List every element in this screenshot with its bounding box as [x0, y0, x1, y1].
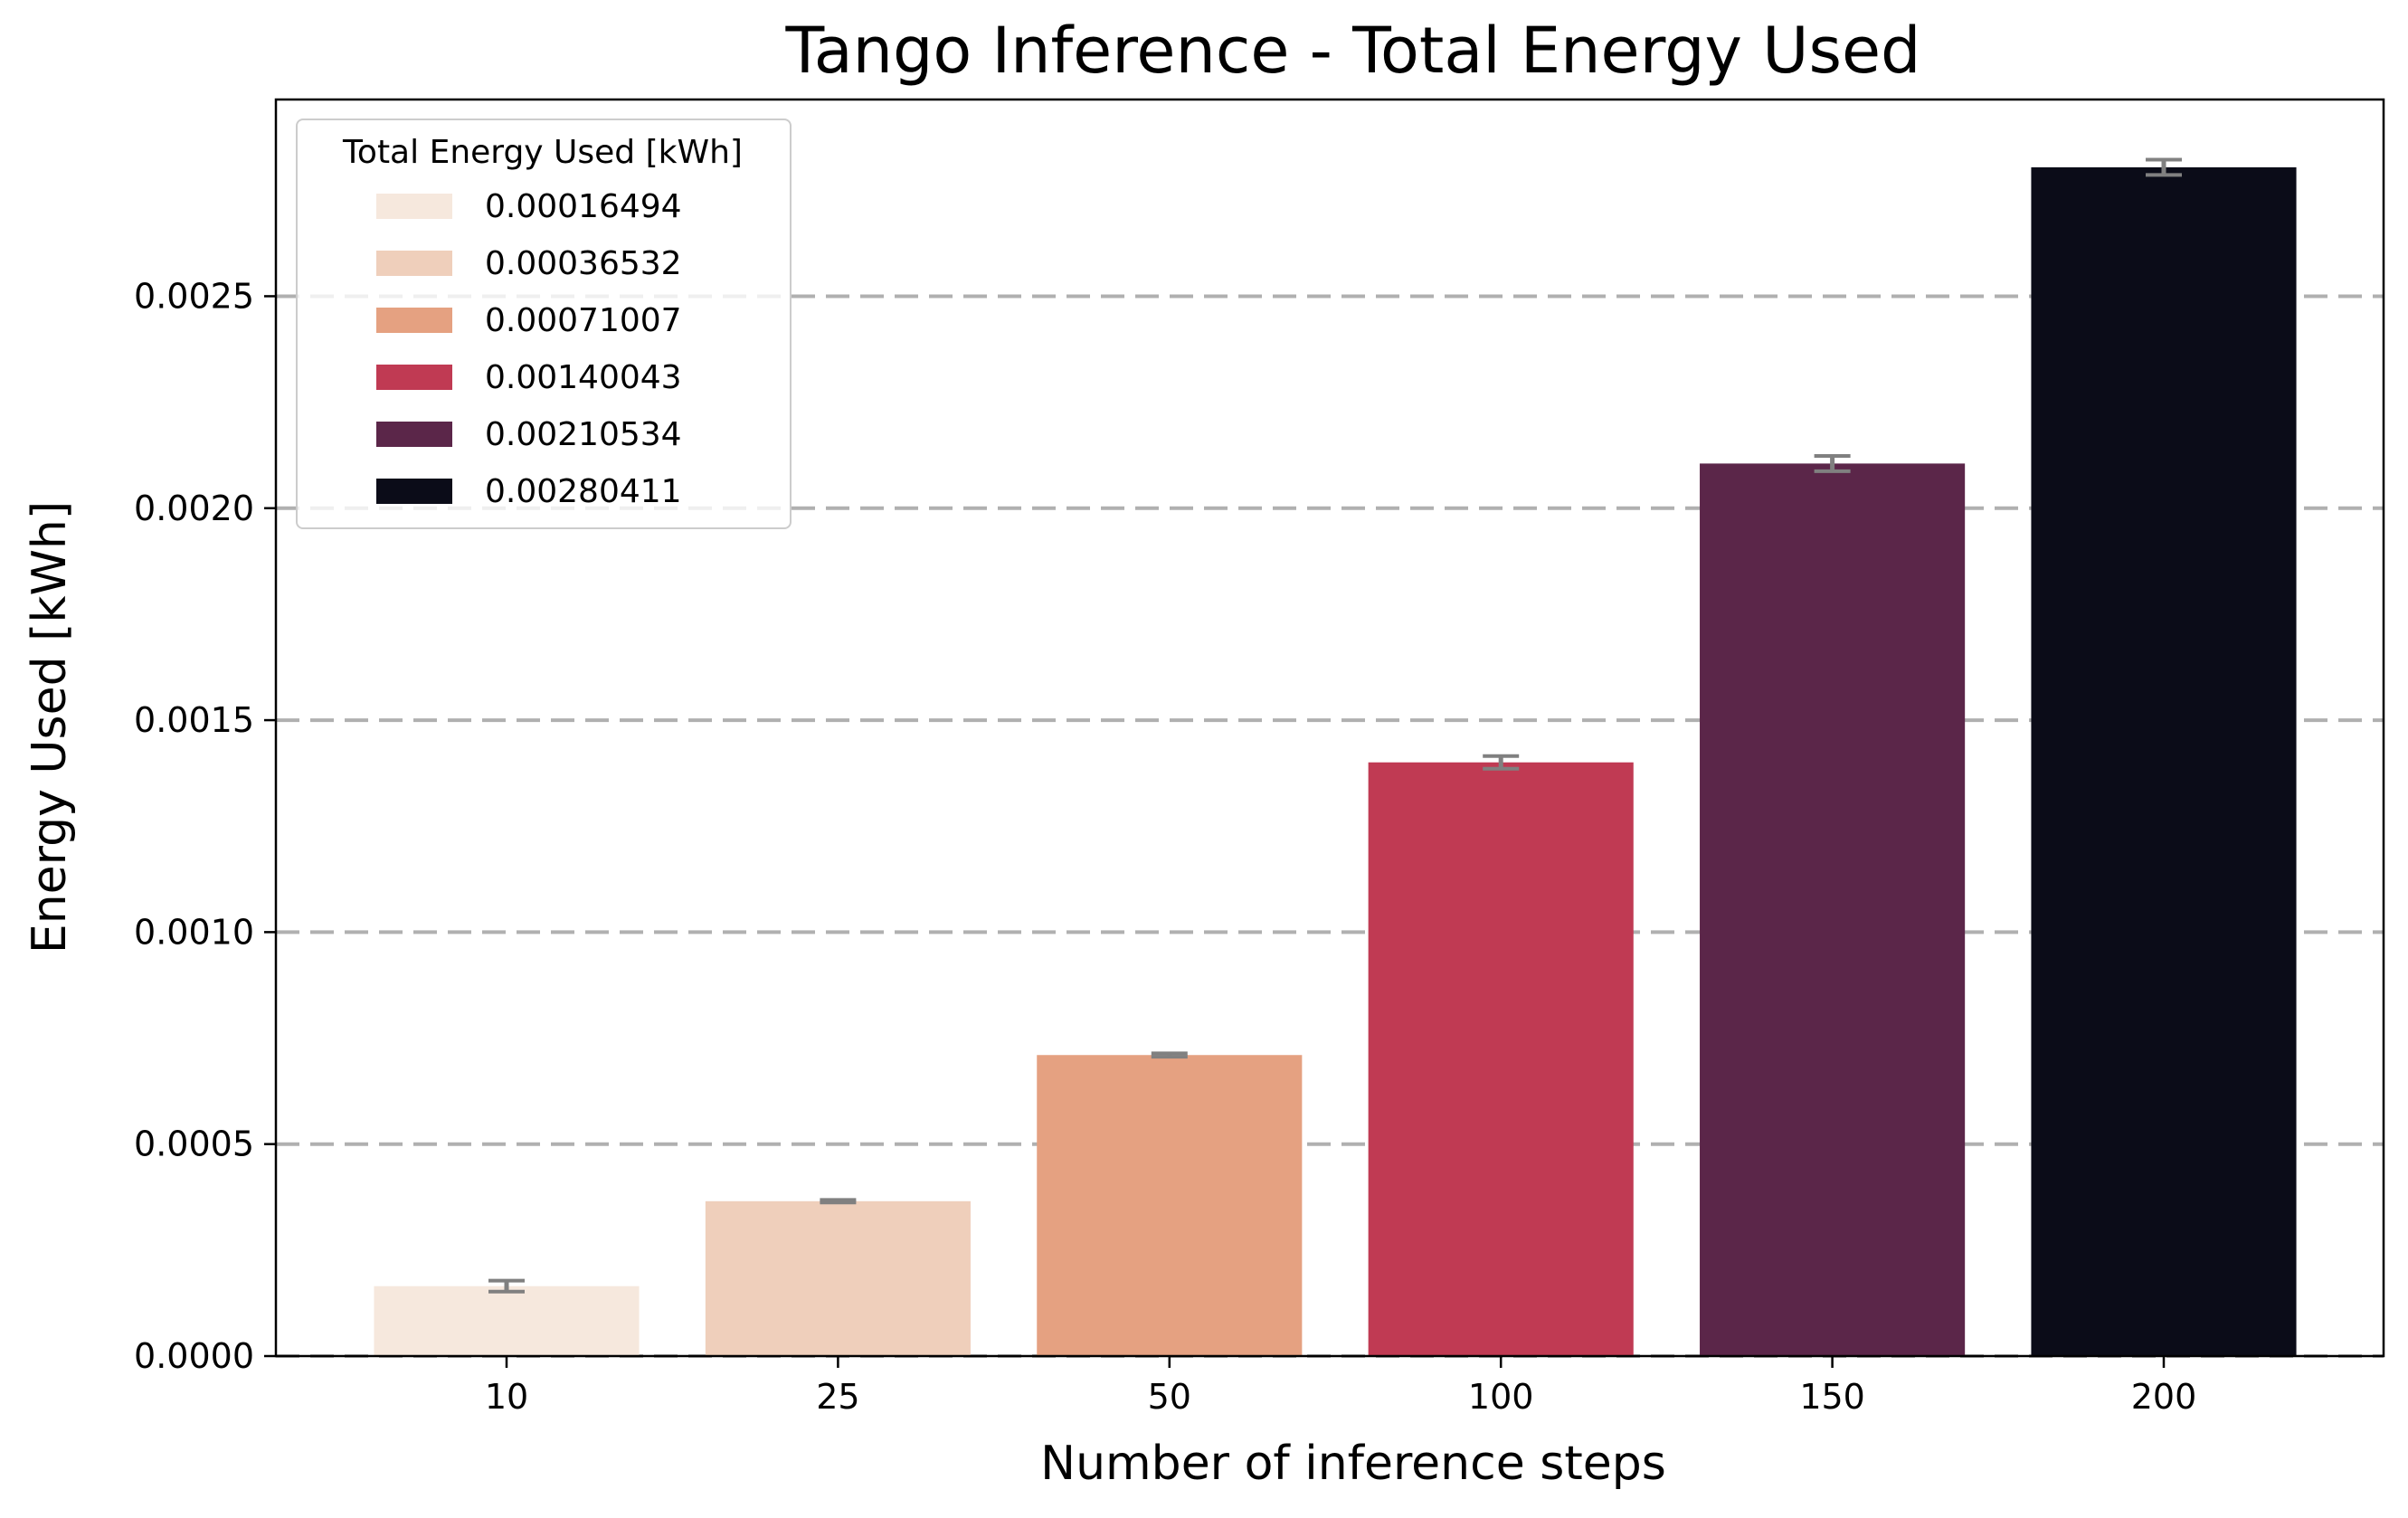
- legend-swatch: [376, 422, 452, 447]
- y-tick-label: 0.0005: [134, 1124, 254, 1164]
- legend-swatch: [376, 365, 452, 390]
- x-axis-ticks: 10 25 50 100 150 200: [485, 1356, 2196, 1417]
- x-tick-label: 50: [1148, 1377, 1191, 1417]
- x-tick-label: 100: [1468, 1377, 1534, 1417]
- legend-title: Total Energy Used [kWh]: [342, 134, 743, 171]
- bar-200: [2031, 166, 2297, 1356]
- legend-swatch: [376, 194, 452, 219]
- x-axis-title: Number of inference steps: [1040, 1437, 1666, 1491]
- error-bars: [488, 157, 2182, 1294]
- legend-entry-label: 0.00036532: [485, 245, 682, 282]
- legend-entry-label: 0.00280411: [485, 473, 682, 510]
- error-bar: [1814, 453, 1851, 473]
- bars: [374, 166, 2297, 1356]
- y-tick-label: 0.0025: [134, 276, 254, 316]
- plot-frame: [274, 98, 2385, 1358]
- y-tick-label: 0.0010: [134, 912, 254, 952]
- y-axis-title: Energy Used [kWh]: [23, 501, 77, 953]
- x-tick-label: 200: [2131, 1377, 2197, 1417]
- legend-entry-label: 0.00210534: [485, 416, 682, 453]
- error-bar: [1483, 754, 1520, 771]
- y-tick-label: 0.0020: [134, 489, 254, 528]
- bar-50: [1037, 1055, 1303, 1356]
- x-tick-label: 25: [816, 1377, 859, 1417]
- bar-100: [1368, 762, 1634, 1356]
- legend-swatch: [376, 251, 452, 276]
- y-tick-label: 0.0000: [134, 1336, 254, 1376]
- bar-150: [1700, 463, 1966, 1356]
- legend-entry-label: 0.00071007: [485, 302, 682, 339]
- error-bar: [820, 1198, 857, 1205]
- legend-swatch: [376, 479, 452, 504]
- x-tick-label: 10: [485, 1377, 528, 1417]
- legend-entry-label: 0.00140043: [485, 359, 682, 396]
- error-bar: [2146, 157, 2182, 177]
- bar-25: [705, 1200, 971, 1356]
- y-axis-ticks: 0.0000 0.0005 0.0010 0.0015 0.0020 0.0025: [134, 276, 276, 1376]
- y-tick-label: 0.0015: [134, 700, 254, 740]
- chart-title: Tango Inference - Total Energy Used: [785, 14, 1921, 88]
- error-bar: [488, 1278, 525, 1294]
- legend-entry-label: 0.00016494: [485, 188, 682, 225]
- legend: Total Energy Used [kWh] 0.00016494 0.0003…: [296, 119, 792, 529]
- error-bar: [1151, 1051, 1188, 1059]
- x-tick-label: 150: [1799, 1377, 1865, 1417]
- bar-10: [374, 1286, 640, 1356]
- legend-swatch: [376, 308, 452, 333]
